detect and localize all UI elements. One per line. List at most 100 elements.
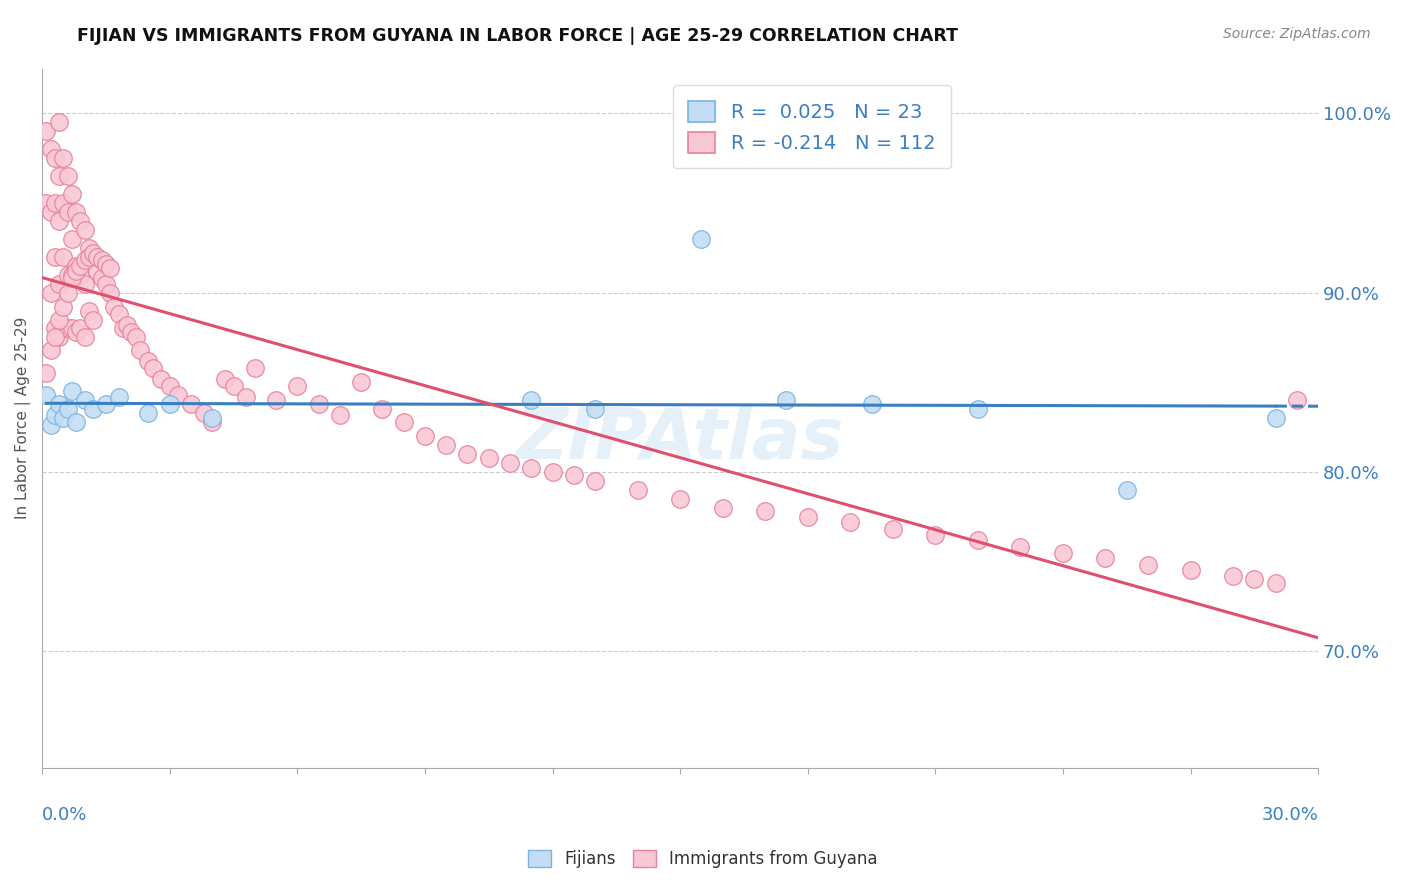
Point	[456, 447, 478, 461]
Point	[56, 321, 79, 335]
Point	[52, 300, 75, 314]
Point	[1137, 558, 1160, 573]
Point	[180, 397, 202, 411]
Point	[120, 325, 142, 339]
Point	[520, 461, 543, 475]
Point	[52, 411, 75, 425]
Point	[39, 343, 62, 357]
Point	[69, 259, 91, 273]
Point	[413, 429, 436, 443]
Point	[796, 509, 818, 524]
Point	[77, 241, 100, 255]
Point	[56, 285, 79, 300]
Point	[392, 415, 415, 429]
Text: 30.0%: 30.0%	[1261, 806, 1319, 824]
Point	[159, 397, 181, 411]
Point	[159, 379, 181, 393]
Point	[56, 402, 79, 417]
Point	[48, 214, 70, 228]
Point	[1115, 483, 1137, 497]
Point	[98, 285, 121, 300]
Point	[90, 253, 112, 268]
Point	[60, 232, 83, 246]
Point	[541, 465, 564, 479]
Point	[39, 142, 62, 156]
Point	[499, 456, 522, 470]
Point	[56, 205, 79, 219]
Point	[1222, 569, 1244, 583]
Point	[1052, 545, 1074, 559]
Point	[115, 318, 138, 332]
Point	[48, 169, 70, 183]
Point	[44, 330, 66, 344]
Point	[56, 268, 79, 282]
Point	[583, 402, 606, 417]
Point	[583, 474, 606, 488]
Point	[48, 277, 70, 291]
Point	[1285, 393, 1308, 408]
Text: Source: ZipAtlas.com: Source: ZipAtlas.com	[1223, 27, 1371, 41]
Point	[39, 418, 62, 433]
Point	[39, 285, 62, 300]
Point	[142, 360, 165, 375]
Point	[125, 330, 148, 344]
Point	[56, 169, 79, 183]
Point	[167, 388, 190, 402]
Point	[82, 246, 104, 260]
Text: ZIPAtlas: ZIPAtlas	[516, 405, 845, 474]
Point	[371, 402, 394, 417]
Point	[44, 151, 66, 165]
Point	[77, 303, 100, 318]
Point	[60, 271, 83, 285]
Point	[48, 330, 70, 344]
Point	[235, 390, 257, 404]
Point	[60, 268, 83, 282]
Point	[73, 393, 96, 408]
Point	[264, 393, 287, 408]
Point	[35, 388, 58, 402]
Point	[69, 321, 91, 335]
Point	[73, 277, 96, 291]
Point	[138, 406, 160, 420]
Point	[150, 372, 173, 386]
Point	[60, 187, 83, 202]
Text: FIJIAN VS IMMIGRANTS FROM GUYANA IN LABOR FORCE | AGE 25-29 CORRELATION CHART: FIJIAN VS IMMIGRANTS FROM GUYANA IN LABO…	[77, 27, 959, 45]
Point	[201, 411, 224, 425]
Point	[222, 379, 245, 393]
Legend: R =  0.025   N = 23, R = -0.214   N = 112: R = 0.025 N = 23, R = -0.214 N = 112	[672, 86, 950, 169]
Point	[478, 450, 501, 465]
Point	[90, 271, 112, 285]
Point	[35, 366, 58, 380]
Point	[103, 300, 125, 314]
Point	[1180, 564, 1202, 578]
Point	[350, 376, 373, 390]
Point	[882, 522, 904, 536]
Point	[107, 390, 129, 404]
Point	[73, 330, 96, 344]
Point	[82, 250, 104, 264]
Point	[60, 384, 83, 399]
Point	[690, 232, 713, 246]
Point	[52, 196, 75, 211]
Point	[48, 397, 70, 411]
Point	[754, 504, 776, 518]
Point	[48, 312, 70, 326]
Point	[44, 321, 66, 335]
Point	[201, 415, 224, 429]
Point	[94, 277, 117, 291]
Point	[711, 500, 734, 515]
Point	[138, 353, 160, 368]
Point	[94, 397, 117, 411]
Point	[308, 397, 330, 411]
Text: 0.0%: 0.0%	[42, 806, 87, 824]
Legend: Fijians, Immigrants from Guyana: Fijians, Immigrants from Guyana	[522, 843, 884, 875]
Point	[69, 268, 91, 282]
Point	[65, 259, 87, 273]
Point	[1264, 411, 1286, 425]
Point	[77, 250, 100, 264]
Point	[434, 438, 457, 452]
Point	[839, 515, 862, 529]
Point	[1094, 551, 1116, 566]
Point	[44, 408, 66, 422]
Point	[860, 397, 883, 411]
